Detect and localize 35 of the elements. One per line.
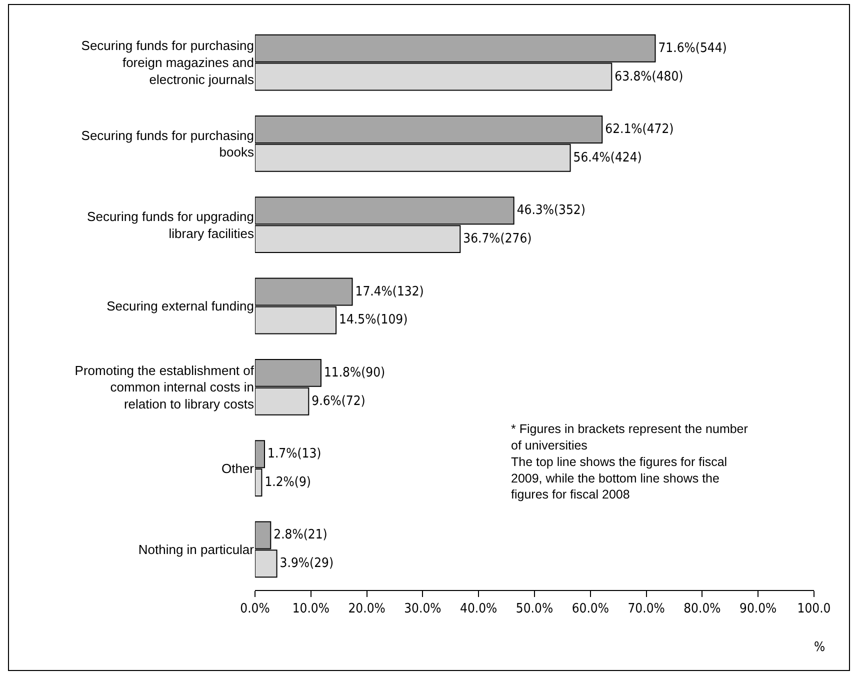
x-axis-title: % <box>814 640 826 655</box>
x-tick-label: 0.0% <box>240 602 270 617</box>
data-label: 11.8%(90) <box>324 365 386 380</box>
y-tick-label: Promoting the establishment of common internal costs in relation to library costs <box>74 362 254 412</box>
data-label: 1.7%(13) <box>268 446 322 462</box>
x-tick-label: 100.0 <box>797 602 831 617</box>
y-tick-label: Securing funds for purchasing foreign magazines and electronic journals <box>81 38 254 88</box>
data-label: 2.8%(21) <box>274 528 328 543</box>
data-label: 9.6%(72) <box>312 394 366 409</box>
x-tick-label: 50.0% <box>516 602 554 617</box>
annotation: * Figures in brackets represent the number of universities <box>511 422 748 452</box>
x-tick-label: 40.0% <box>460 602 498 617</box>
x-tick-label: 70.0% <box>628 602 665 617</box>
y-tick-label: Securing external funding <box>106 298 254 314</box>
x-tick-label: 80.0% <box>684 602 721 617</box>
data-label: 17.4%(132) <box>355 284 424 300</box>
x-tick-label: 60.0% <box>572 602 609 617</box>
y-tick-label: Securing funds for upgrading library facilities <box>87 208 254 241</box>
data-label: 3.9%(29) <box>280 556 334 572</box>
data-label: 56.4%(424) <box>573 150 642 166</box>
y-tick-label: Other <box>221 460 255 476</box>
y-tick-label: Securing funds for purchasing books <box>81 128 254 160</box>
x-tick-label: 10.0% <box>292 602 330 617</box>
data-label: 46.3%(352) <box>516 203 586 218</box>
x-tick-label: 30.0% <box>404 602 442 617</box>
annotation: The top line shows the figures for fiscal 2009, while the bottom line shows the figures for fiscal 2008 <box>511 455 728 502</box>
y-tick-label: Nothing in particular <box>138 542 255 557</box>
data-label: 62.1%(472) <box>605 122 674 138</box>
data-label: 14.5%(109) <box>339 312 408 328</box>
x-tick-label: 20.0% <box>348 602 386 617</box>
data-label: 36.7%(276) <box>463 232 532 247</box>
data-label: 63.8%(480) <box>614 69 684 84</box>
x-tick-label: 90.0% <box>740 602 777 617</box>
data-label: 71.6%(544) <box>658 40 727 56</box>
data-label: 1.2%(9) <box>264 474 311 490</box>
